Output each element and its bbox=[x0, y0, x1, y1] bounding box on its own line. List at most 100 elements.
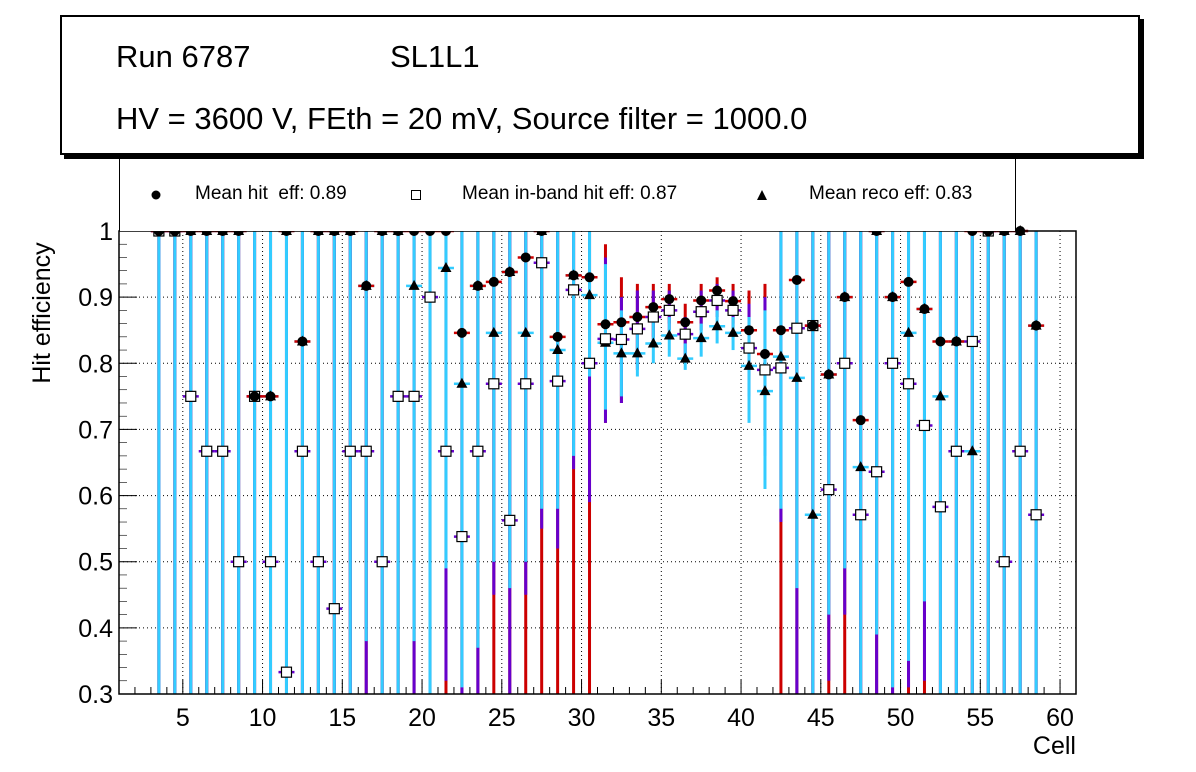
hit-marker bbox=[456, 327, 467, 338]
inband-marker bbox=[456, 530, 468, 543]
y-axis-title: Hit efficiency bbox=[28, 242, 56, 384]
inband-marker bbox=[695, 306, 707, 318]
inband-marker bbox=[918, 419, 931, 432]
hit-marker bbox=[855, 415, 866, 426]
hit-marker bbox=[791, 274, 802, 285]
x-tick-label: 30 bbox=[568, 704, 596, 732]
hit-marker bbox=[759, 349, 770, 360]
x-tick-label: 40 bbox=[727, 704, 755, 732]
reco-marker bbox=[631, 347, 643, 358]
x-tick-label: 5 bbox=[176, 704, 190, 732]
hit-marker bbox=[919, 304, 930, 315]
reco-marker bbox=[679, 352, 691, 363]
hit-marker bbox=[488, 276, 499, 287]
inband-marker bbox=[886, 357, 899, 369]
legend-reco-label: Mean reco eff: 0.83 bbox=[809, 183, 973, 204]
inband-marker bbox=[727, 304, 739, 316]
hit-marker bbox=[249, 391, 260, 402]
legend-hit-marker-icon bbox=[151, 190, 161, 200]
inband-marker bbox=[217, 445, 229, 457]
inband-marker bbox=[567, 284, 580, 296]
hit-marker bbox=[935, 336, 946, 347]
inband-marker bbox=[504, 514, 516, 526]
hit-marker bbox=[712, 285, 723, 296]
inband-marker bbox=[233, 556, 245, 568]
reco-marker bbox=[727, 326, 739, 337]
y-tick-label: 0.9 bbox=[78, 284, 113, 312]
x-axis-title: Cell bbox=[1033, 732, 1076, 760]
hit-marker bbox=[568, 270, 579, 281]
x-tick-label: 60 bbox=[1046, 704, 1074, 732]
inband-marker bbox=[360, 445, 372, 457]
x-tick-label: 15 bbox=[328, 704, 356, 732]
reco-marker bbox=[647, 337, 659, 348]
inband-marker bbox=[376, 556, 388, 568]
inband-marker bbox=[583, 357, 596, 369]
legend-inband-label: Mean in-band hit eff: 0.87 bbox=[462, 183, 678, 204]
inband-marker bbox=[743, 342, 755, 354]
reco-marker bbox=[440, 262, 452, 273]
inband-marker bbox=[711, 294, 723, 307]
x-axis-ticks: 5 10 15 20 25 30 35 40 45 50 55 60 bbox=[118, 680, 1077, 732]
hit-marker bbox=[807, 320, 818, 331]
hit-marker bbox=[297, 336, 308, 347]
inband-marker bbox=[201, 445, 213, 457]
x-tick-label: 25 bbox=[488, 704, 516, 732]
hit-marker bbox=[1031, 320, 1042, 331]
reco-marker bbox=[807, 508, 819, 519]
hit-marker bbox=[680, 317, 691, 328]
hit-marker bbox=[728, 296, 739, 307]
reco-marker bbox=[408, 279, 420, 290]
inband-marker bbox=[392, 390, 404, 402]
reco-marker bbox=[552, 344, 564, 355]
inband-marker bbox=[1030, 509, 1042, 521]
inband-marker bbox=[296, 445, 309, 457]
inband-marker bbox=[902, 378, 915, 390]
x-tick-label: 55 bbox=[966, 704, 994, 732]
reco-marker bbox=[520, 326, 532, 337]
inband-marker bbox=[839, 357, 851, 369]
reco-marker bbox=[711, 320, 723, 331]
x-tick-label: 10 bbox=[249, 704, 277, 732]
y-tick-label: 1 bbox=[99, 218, 113, 246]
hit-marker bbox=[744, 325, 755, 336]
hit-marker bbox=[504, 267, 515, 278]
reco-marker bbox=[488, 326, 500, 337]
inband-marker bbox=[950, 445, 962, 457]
inband-marker bbox=[823, 484, 835, 496]
title-box: Run 6787 SL1L1 HV = 3600 V, FEth = 20 mV… bbox=[60, 15, 1140, 155]
reco-marker bbox=[791, 371, 803, 382]
reco-marker bbox=[584, 289, 596, 300]
inband-marker bbox=[1014, 445, 1026, 457]
reco-marker bbox=[695, 332, 707, 343]
inband-marker bbox=[934, 501, 947, 513]
inband-marker bbox=[855, 509, 867, 521]
reco-marker bbox=[966, 445, 978, 456]
inband-marker bbox=[440, 445, 452, 457]
inband-marker bbox=[264, 556, 277, 568]
markers bbox=[153, 225, 1042, 678]
legend: Mean hit eff: 0.89 Mean in-band hit eff:… bbox=[119, 153, 1016, 231]
inband-marker bbox=[424, 291, 436, 303]
title-line-1: Run 6787 SL1L1 bbox=[116, 39, 480, 183]
hit-marker bbox=[265, 391, 276, 402]
y-tick-label: 0.6 bbox=[78, 483, 113, 511]
x-tick-label: 35 bbox=[647, 704, 675, 732]
hit-marker bbox=[472, 280, 483, 291]
reco-marker bbox=[615, 347, 627, 358]
inband-marker bbox=[408, 390, 420, 402]
inband-marker bbox=[647, 311, 659, 323]
reco-marker bbox=[456, 377, 468, 388]
run-number: Run 6787 bbox=[116, 39, 251, 74]
reco-marker bbox=[903, 326, 915, 337]
inband-marker bbox=[998, 556, 1010, 568]
y-tick-label: 0.3 bbox=[78, 681, 113, 709]
reco-marker bbox=[759, 385, 771, 396]
x-tick-label: 45 bbox=[807, 704, 835, 732]
run-conditions: HV = 3600 V, FEth = 20 mV, Source filter… bbox=[116, 101, 808, 136]
inband-marker bbox=[679, 328, 691, 340]
hit-marker bbox=[664, 294, 675, 305]
inband-marker bbox=[631, 323, 643, 335]
inband-marker bbox=[312, 556, 324, 568]
inband-marker bbox=[280, 666, 293, 678]
